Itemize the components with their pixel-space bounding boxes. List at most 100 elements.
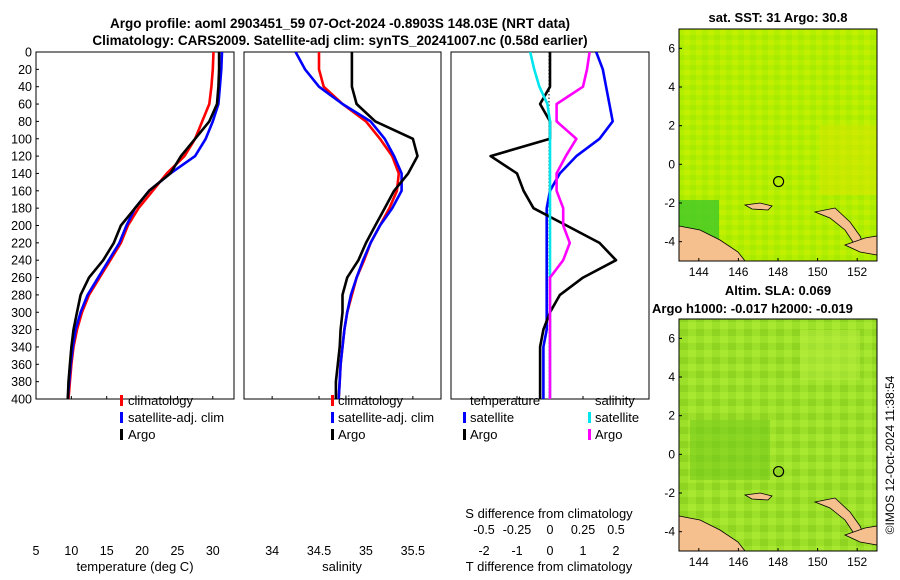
depth-tick-label: 120 <box>11 150 32 164</box>
depth-tick-label: 180 <box>11 202 32 216</box>
series-line-t-satellite <box>542 52 615 399</box>
temperature-xlabel: temperature (deg C) <box>76 559 193 574</box>
depth-tick-label: 20 <box>18 63 32 77</box>
depth-tick-label: 280 <box>11 288 32 302</box>
temperature-axes-box <box>35 51 235 400</box>
legend-climatology: climatology <box>128 393 194 408</box>
legend-swatch-t-satellite <box>463 412 466 423</box>
title-line-1: Argo profile: aoml 2903451_59 07-Oct-202… <box>110 16 570 31</box>
depth-tick-label: 100 <box>11 132 32 146</box>
map-y-tick-label: 2 <box>668 119 675 133</box>
map-y-tick-label: -4 <box>664 525 675 539</box>
map-x-tick-label: 152 <box>847 555 867 569</box>
s-difference-label: S difference from climatology <box>465 506 633 521</box>
legend-swatch-climatology <box>120 395 123 406</box>
legend-s-satellite: satellite <box>595 410 639 425</box>
x-tick-label: 2 <box>613 544 620 558</box>
x-tick-label: 35.5 <box>401 544 425 558</box>
legend-swatch-argo <box>120 429 123 440</box>
sla-high-patch <box>800 330 860 380</box>
x-tick-label: 34.5 <box>307 544 331 558</box>
sla-map-title-1: Altim. SLA: 0.069 <box>725 283 831 298</box>
map-x-tick-label: 146 <box>728 265 748 279</box>
s-diff-tick-label: 0 <box>547 523 554 537</box>
depth-tick-label: 0 <box>25 46 32 60</box>
depth-tick-label: 160 <box>11 184 32 198</box>
depth-tick-label: 80 <box>18 115 32 129</box>
sla-map-title-2: Argo h1000: -0.017 h2000: -0.019 <box>652 301 853 316</box>
x-tick-label: -1 <box>511 544 522 558</box>
argo-position-marker <box>772 465 785 478</box>
legend-t-satellite: satellite <box>470 410 514 425</box>
legend-swatch-t-argo <box>463 429 466 440</box>
depth-tick-labels: 0 20 40 60 80 100 120 140 160 180 200 220 240 260 280 3… <box>11 46 39 407</box>
legend-argo: Argo <box>338 427 365 442</box>
series-line-satellite-adj-clim <box>294 52 403 399</box>
t-difference-xlabel: T difference from climatology <box>466 559 633 574</box>
land-island <box>743 202 773 211</box>
depth-tick-label: 40 <box>18 80 32 94</box>
series-line-argo <box>334 52 419 399</box>
legend-t-argo: Argo <box>470 427 497 442</box>
map-x-tick-label: 150 <box>808 265 828 279</box>
map-y-tick-label: -2 <box>664 486 675 500</box>
x-tick-label: 0 <box>547 544 554 558</box>
title-line-2: Climatology: CARS2009. Satellite-adj cli… <box>92 33 587 48</box>
depth-tick-label: 340 <box>11 340 32 354</box>
legend-temperature-title: temperature <box>470 393 540 408</box>
sla-low-patch <box>690 420 770 480</box>
legend-swatch-climatology <box>331 395 334 406</box>
series-line-s-argo <box>548 52 591 399</box>
s-diff-tick-label: -0.25 <box>503 523 532 537</box>
map-y-tick-label: -2 <box>664 196 675 210</box>
map-x-tick-label: 144 <box>689 555 709 569</box>
temperature-lines <box>66 52 224 399</box>
argo-position-marker <box>772 175 785 188</box>
legend-s-argo: Argo <box>595 427 622 442</box>
map-x-tick-label: 148 <box>768 555 788 569</box>
x-tick-label: 30 <box>206 544 220 558</box>
x-tick-label: 1 <box>580 544 587 558</box>
temperature-legend: climatology satellite-adj. clim Argo <box>120 393 224 442</box>
legend-swatch-s-argo <box>588 429 591 440</box>
sst-map-ticks: 144 146 148 150 152 6 4 2 0 -2 -4 <box>664 41 867 279</box>
depth-tick-label: 380 <box>11 375 32 389</box>
sla-map-ticks: 144 146 148 150 152 6 4 2 0 -2 -4 <box>664 331 867 569</box>
temperature-panel: 0 20 40 60 80 100 120 140 160 180 200 220 240 260 280 3… <box>11 46 235 574</box>
x-tick-label: 10 <box>64 544 78 558</box>
depth-tick-label: 200 <box>11 219 32 233</box>
depth-tick-label: 360 <box>11 358 32 372</box>
sst-warm-patch <box>820 125 877 195</box>
map-x-tick-label: 144 <box>689 265 709 279</box>
series-line-satellite-adj-clim <box>66 52 224 399</box>
s-diff-tick-label: 0.5 <box>607 523 624 537</box>
map-y-tick-label: 0 <box>668 447 675 461</box>
salinity-xlabel: salinity <box>322 559 362 574</box>
sst-map-title: sat. SST: 31 Argo: 30.8 <box>709 10 848 25</box>
legend-swatch-s-satellite <box>588 412 591 423</box>
salinity-legend: climatology satellite-adj. clim Argo <box>331 393 434 442</box>
credit-text: ©IMOS 12-Oct-2024 11:38:54 <box>883 375 897 534</box>
s-diff-tick-label: 0.25 <box>571 523 595 537</box>
map-x-tick-label: 150 <box>808 555 828 569</box>
salinity-panel: 34 34.5 35 35.5 salinity climatology satell… <box>243 51 442 574</box>
x-tick-label: 5 <box>33 544 40 558</box>
depth-tick-label: 260 <box>11 271 32 285</box>
land-island <box>743 492 773 501</box>
map-y-tick-label: 6 <box>668 331 675 345</box>
map-y-tick-label: -4 <box>664 235 675 249</box>
x-tick-label: 35 <box>359 544 373 558</box>
s-diff-tick-label: -0.5 <box>473 523 495 537</box>
sla-map-panel: Altim. SLA: 0.069 Argo h1000: -0.017 h20… <box>652 283 878 569</box>
sst-map-panel: sat. SST: 31 Argo: 30.8 144 146 148 150 152 6… <box>664 10 878 279</box>
difference-panel: -2 -1 0 1 2 -0.5 -0.25 0 0.25 0.5 S difference f… <box>450 51 650 574</box>
temperature-x-ticks: 5 10 15 20 25 30 <box>33 396 220 558</box>
legend-swatch-satellite <box>331 412 334 423</box>
x-tick-label: -2 <box>478 544 489 558</box>
x-tick-label: 15 <box>100 544 114 558</box>
map-x-tick-label: 148 <box>768 265 788 279</box>
legend-satellite: satellite-adj. clim <box>338 410 434 425</box>
depth-tick-label: 140 <box>11 167 32 181</box>
legend-argo: Argo <box>128 427 155 442</box>
